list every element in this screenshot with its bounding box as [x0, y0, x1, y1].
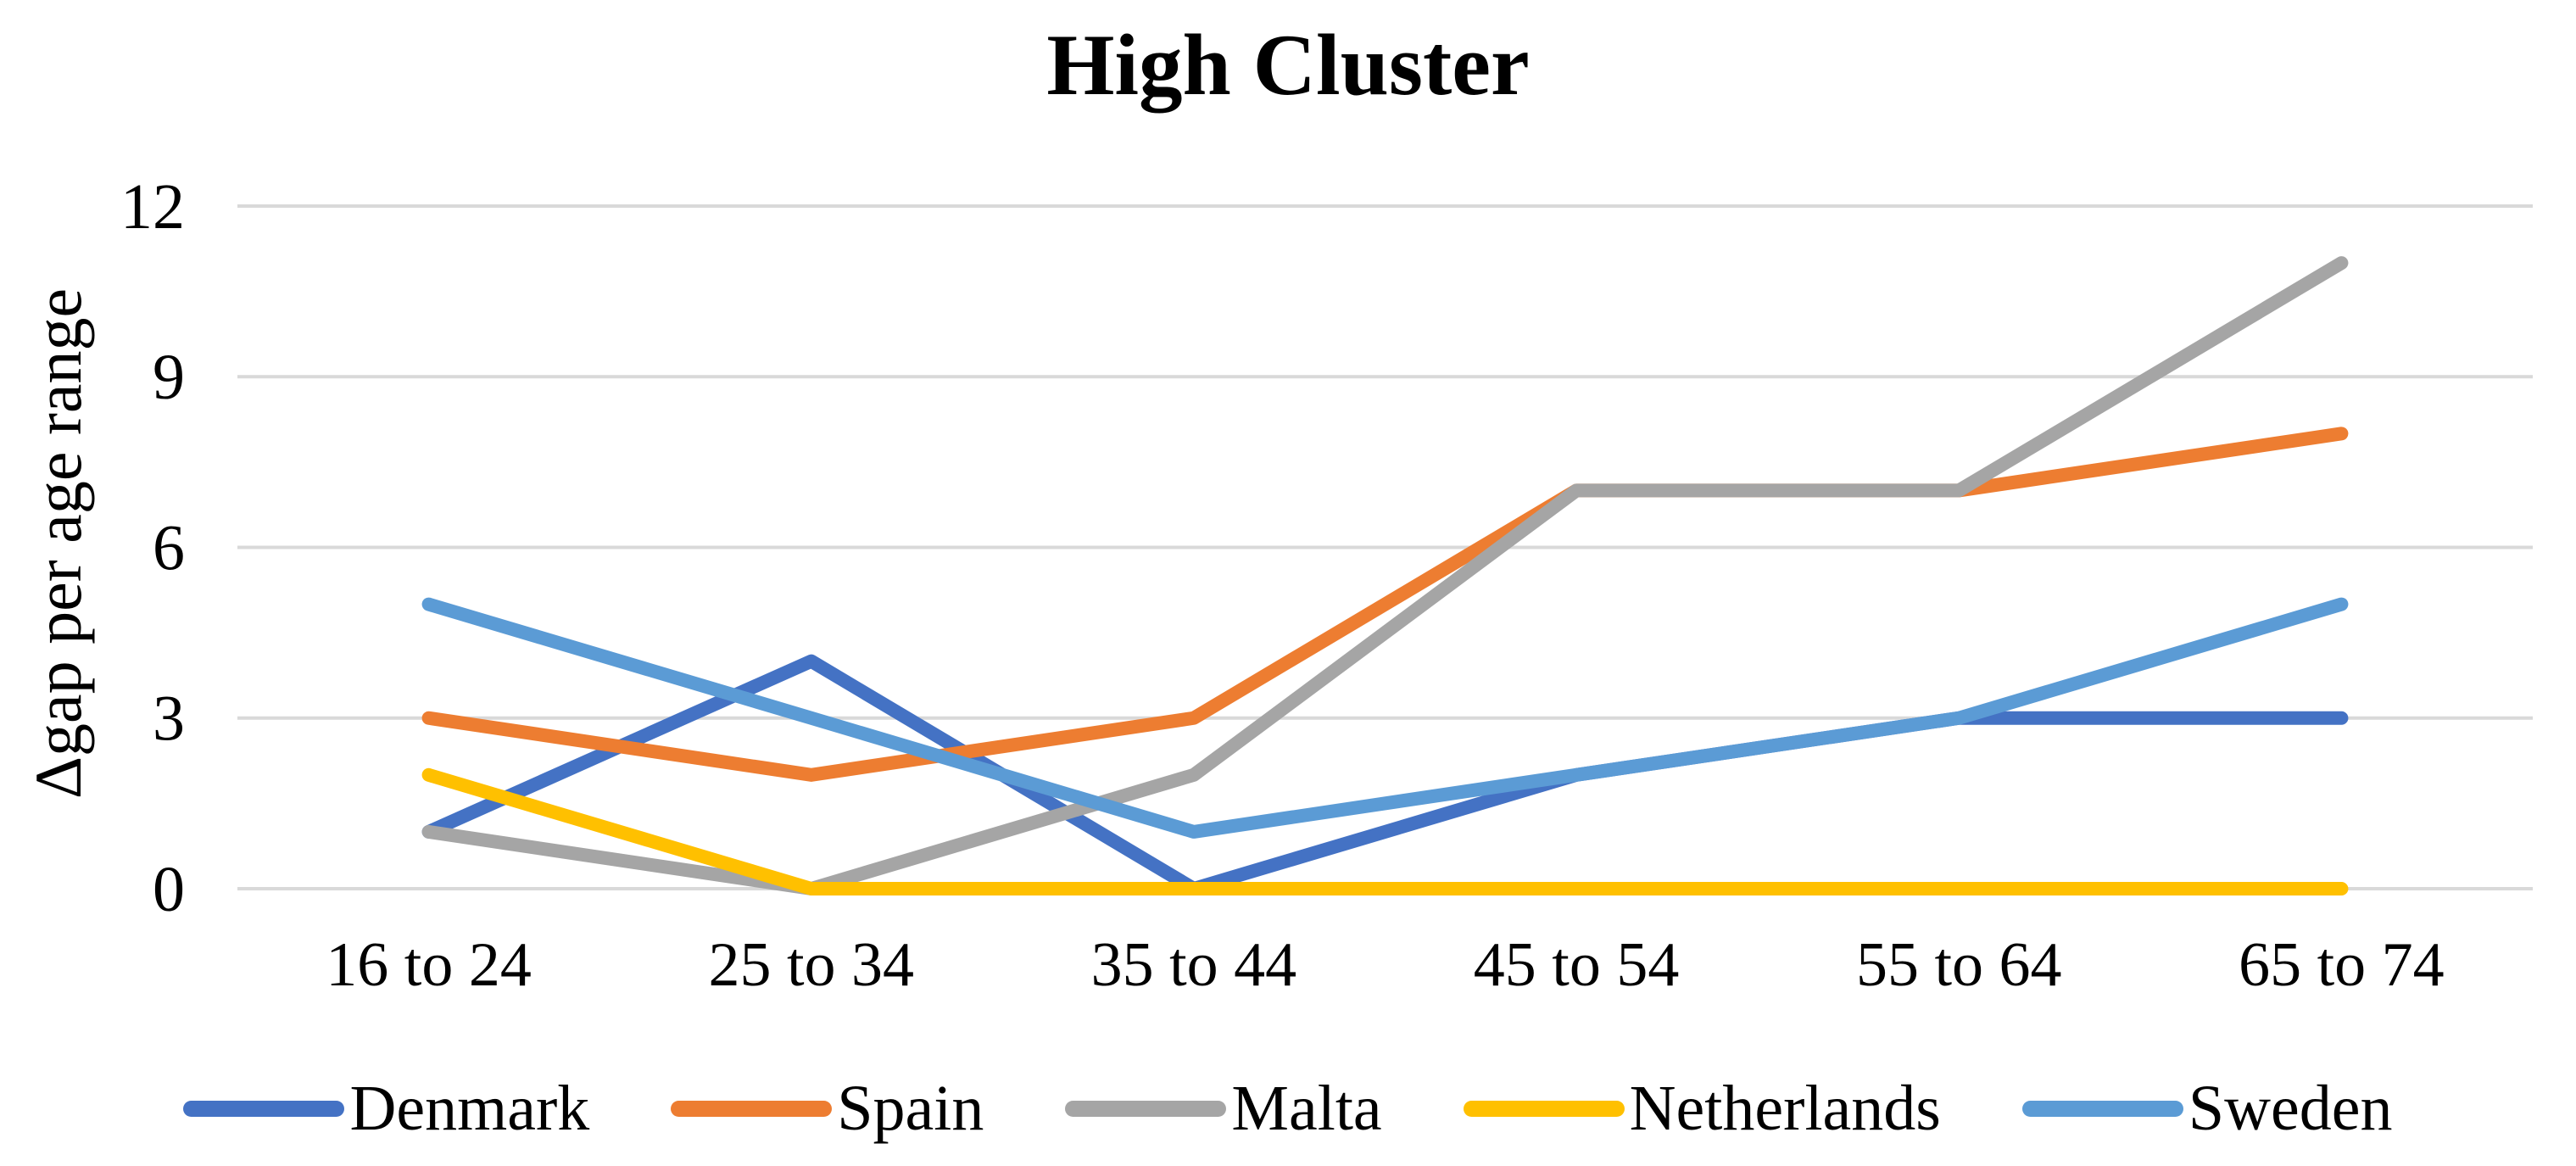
- x-tick-label-3: 45 to 54: [1474, 930, 1680, 1000]
- legend-swatch-denmark: [183, 1100, 345, 1117]
- legend-label-netherlands: Netherlands: [1629, 1072, 1941, 1144]
- legend-label-malta: Malta: [1231, 1072, 1382, 1144]
- series-line-sweden: [421, 597, 2349, 839]
- legend: Denmark Spain Malta Netherlands Sweden: [0, 1062, 2576, 1155]
- x-tick-label-4: 55 to 64: [1856, 930, 2062, 1000]
- y-tick-label-6: 6: [153, 512, 185, 583]
- legend-swatch-spain: [671, 1100, 833, 1117]
- y-tick-label-9: 9: [153, 342, 185, 413]
- legend-swatch-sweden: [2021, 1100, 2183, 1117]
- legend-item-spain: Spain: [671, 1072, 984, 1146]
- y-tick-label-0: 0: [153, 854, 185, 925]
- chart-title: High Cluster: [1046, 17, 1530, 114]
- legend-label-spain: Spain: [837, 1072, 984, 1144]
- x-tick-label-0: 16 to 24: [326, 930, 532, 1000]
- legend-item-netherlands: Netherlands: [1463, 1072, 1941, 1146]
- legend-label-denmark: Denmark: [349, 1072, 590, 1144]
- x-tick-label-5: 65 to 74: [2239, 930, 2445, 1000]
- series-line-malta: [421, 256, 2349, 895]
- legend-item-malta: Malta: [1065, 1072, 1382, 1146]
- x-tick-label-2: 35 to 44: [1091, 930, 1297, 1000]
- legend-swatch-malta: [1065, 1100, 1227, 1117]
- y-tick-label-3: 3: [153, 683, 185, 755]
- x-tick-label-1: 25 to 34: [708, 930, 914, 1000]
- series-line-netherlands: [421, 767, 2349, 895]
- legend-item-sweden: Sweden: [2021, 1072, 2393, 1146]
- legend-label-sweden: Sweden: [2188, 1072, 2393, 1144]
- legend-swatch-netherlands: [1463, 1100, 1625, 1117]
- y-tick-label-12: 12: [120, 171, 185, 243]
- legend-item-denmark: Denmark: [183, 1072, 589, 1146]
- series-line-spain: [421, 427, 2349, 782]
- series-line-denmark: [421, 654, 2349, 895]
